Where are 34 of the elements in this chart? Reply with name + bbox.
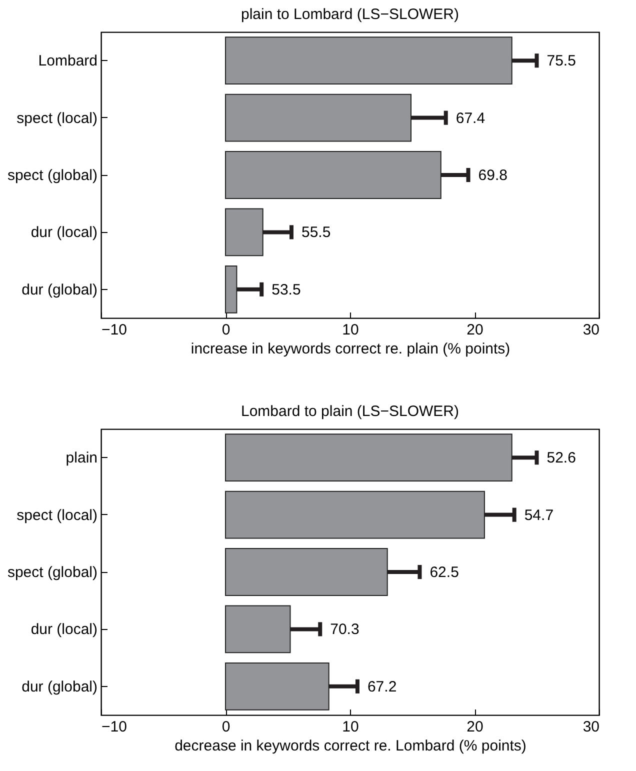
y-tick-label: dur (global) bbox=[22, 281, 98, 298]
annotation: 55.5 bbox=[301, 224, 331, 242]
y-tick-label: spect (global) bbox=[7, 167, 98, 184]
x-tick-label: 0 bbox=[222, 322, 230, 338]
annotation: 62.5 bbox=[430, 564, 459, 581]
x-tick-label: 30 bbox=[582, 322, 600, 338]
x-tick-label: 20 bbox=[466, 322, 484, 338]
annotation: 67.4 bbox=[456, 110, 486, 127]
x-tick-label: 10 bbox=[342, 322, 359, 338]
y-tick-label: spect (global) bbox=[7, 564, 98, 581]
y-tick-label: spect (local) bbox=[16, 110, 98, 127]
annotation: 70.3 bbox=[330, 621, 360, 638]
y-tick-label: dur (local) bbox=[30, 621, 98, 638]
y-tick-label: spect (local) bbox=[16, 506, 98, 524]
y-tick-label: plain bbox=[66, 450, 98, 467]
x-tick-label: 20 bbox=[466, 718, 484, 736]
x-tick-label: −10 bbox=[102, 718, 127, 736]
annotation: 52.6 bbox=[546, 450, 576, 467]
x-tick-label: 30 bbox=[582, 718, 600, 736]
x-tick-label: 10 bbox=[342, 718, 359, 736]
annotation: 54.7 bbox=[524, 506, 554, 524]
annotation: 67.2 bbox=[367, 678, 397, 696]
x-axis-title: decrease in keywords correct re. Lombard (% points) bbox=[174, 738, 526, 754]
chart-title: plain to Lombard (LS−SLOWER) bbox=[240, 6, 460, 23]
y-tick-label: dur (global) bbox=[22, 678, 98, 696]
y-tick-label: Lombard bbox=[38, 52, 98, 70]
annotation: 69.8 bbox=[478, 167, 508, 184]
x-tick-label: 0 bbox=[222, 718, 230, 736]
x-tick-label: −10 bbox=[102, 322, 127, 338]
x-axis-title: increase in keywords correct re. plain (% points) bbox=[190, 340, 510, 358]
y-tick-label: dur (local) bbox=[30, 224, 98, 242]
annotation: 53.5 bbox=[272, 281, 301, 298]
chart-title: Lombard to plain (LS−SLOWER) bbox=[240, 403, 460, 420]
annotation: 75.5 bbox=[546, 52, 576, 70]
